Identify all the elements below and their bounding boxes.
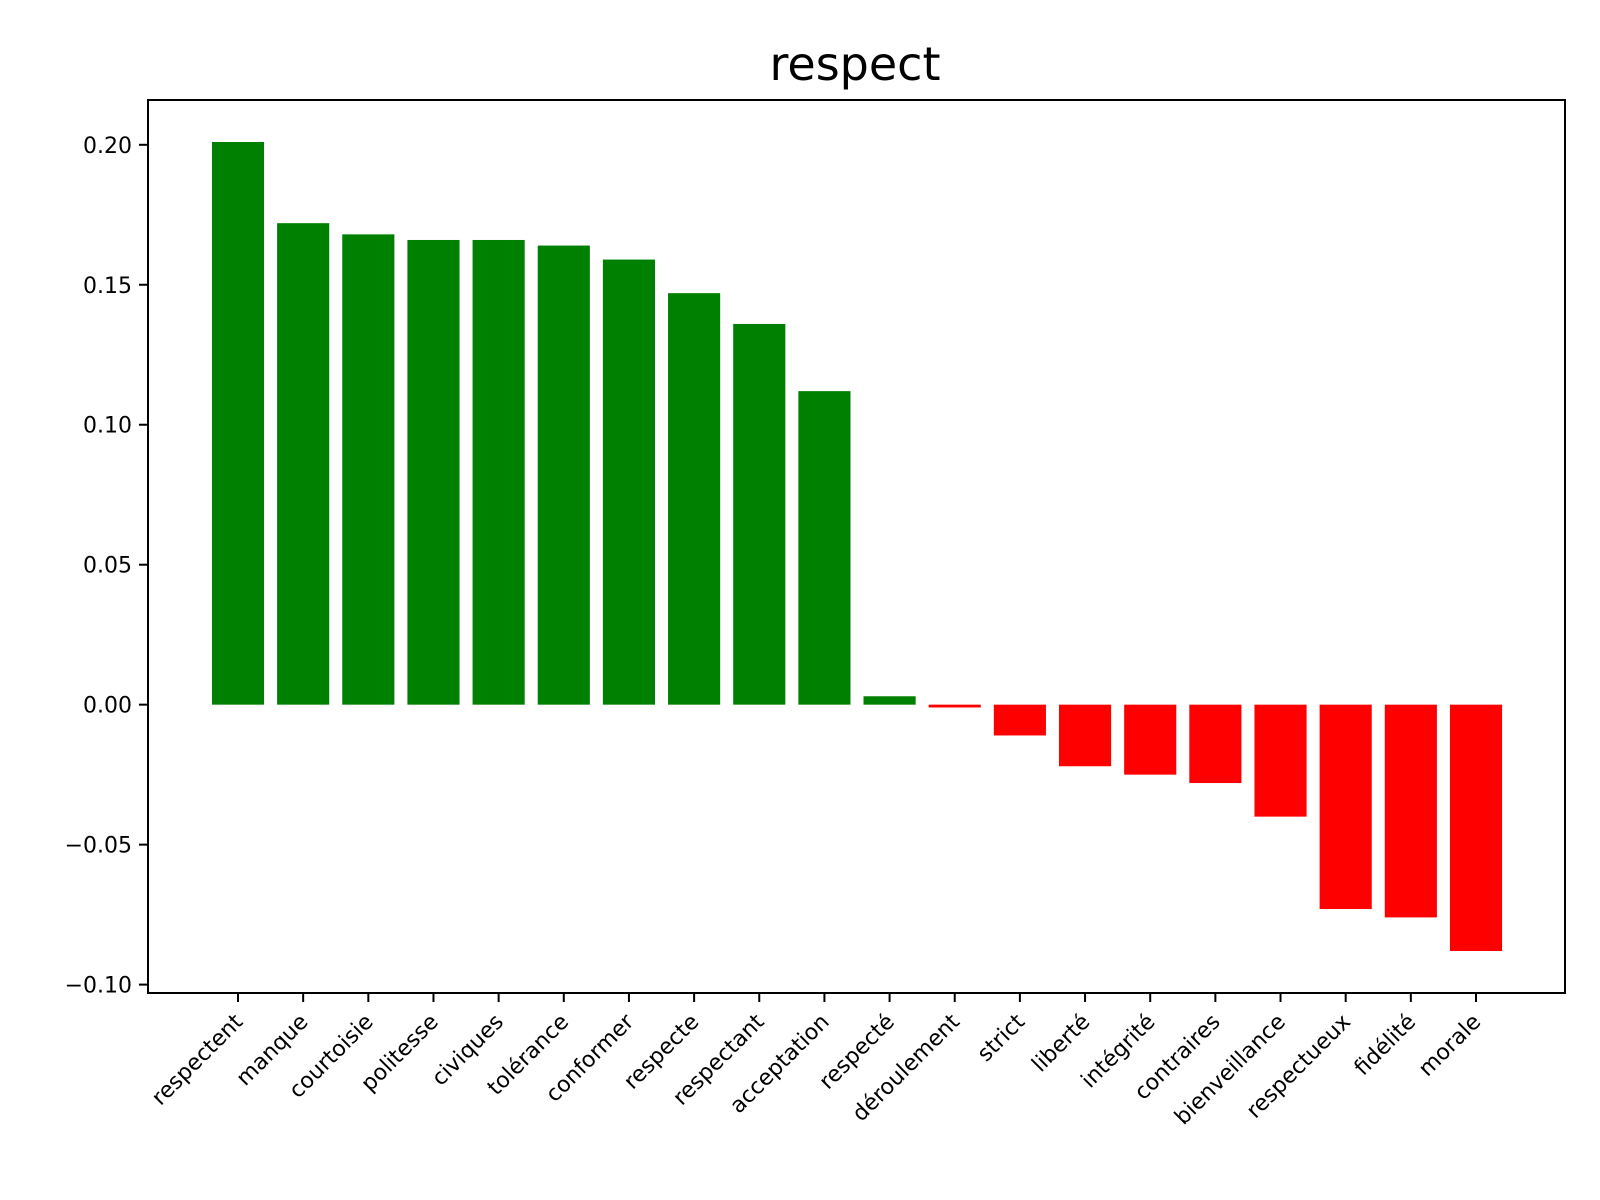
- x-tick-label-fidélité: fidélité: [1350, 1010, 1421, 1081]
- bar-respectent: [211, 141, 265, 705]
- bar-respectueux: [1319, 704, 1372, 910]
- bar-courtoisie: [342, 234, 395, 705]
- y-tick-label: 0.05: [83, 554, 132, 579]
- y-tick-label: 0.10: [83, 414, 132, 439]
- x-tick-label-strict: strict: [973, 1009, 1031, 1067]
- x-axis: respectentmanquecourtoisiepolitesseciviq…: [147, 993, 1486, 1130]
- x-tick-label-morale: morale: [1414, 1010, 1486, 1082]
- chart-title: respect: [770, 37, 941, 91]
- bar-fidélité: [1384, 704, 1437, 918]
- bars-group: [211, 141, 1503, 951]
- y-tick-label: 0.00: [83, 694, 132, 719]
- x-tick-label-respectent: respectent: [147, 1009, 248, 1110]
- bar-liberté: [1058, 704, 1112, 767]
- bar-respectant: [733, 323, 786, 705]
- bar-déroulement: [928, 704, 981, 708]
- bar-civiques: [472, 239, 525, 705]
- plot-frame: [147, 99, 1566, 994]
- y-axis: −0.10 −0.05 0.00 0.05 0.10 0.15 0.20: [65, 134, 148, 999]
- y-tick-label: 0.20: [83, 134, 132, 159]
- y-tick-label: −0.10: [65, 974, 132, 999]
- bar-intégrité: [1124, 704, 1177, 775]
- bar-acceptation: [798, 391, 851, 705]
- y-tick-label: −0.05: [65, 834, 132, 859]
- x-tick-label-bienveillance: bienveillance: [1170, 1010, 1291, 1131]
- bar-respecte: [668, 293, 721, 705]
- bar-bienveillance: [1254, 704, 1307, 817]
- bar-respecté: [863, 696, 916, 705]
- bar-politesse: [407, 239, 460, 705]
- bar-manque: [277, 223, 330, 705]
- y-tick-label: 0.15: [83, 274, 132, 299]
- bar-strict: [993, 704, 1046, 736]
- bar-conformer: [602, 259, 656, 705]
- bar-morale: [1449, 704, 1503, 951]
- bar-contraires: [1189, 704, 1242, 784]
- bar-tolérance: [537, 245, 590, 705]
